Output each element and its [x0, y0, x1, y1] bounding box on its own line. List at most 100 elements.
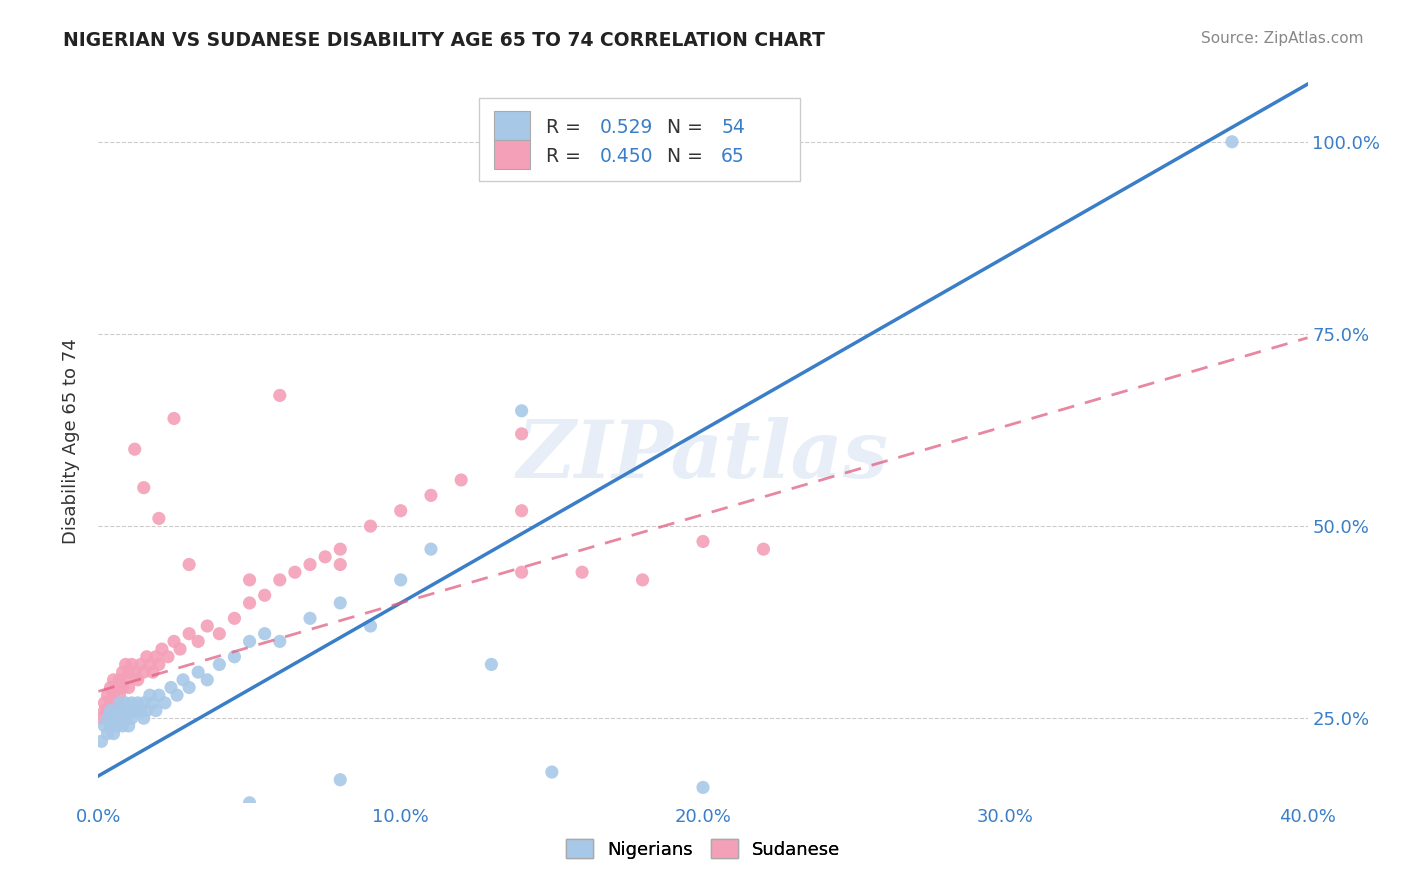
Point — [93, 719, 115, 733]
Text: ZIPatlas: ZIPatlas — [517, 417, 889, 495]
Point — [103, 673, 125, 687]
Point — [163, 411, 186, 425]
Point — [108, 673, 131, 687]
Point — [111, 719, 134, 733]
Point — [114, 711, 136, 725]
Text: 65: 65 — [721, 146, 745, 166]
Point — [129, 657, 152, 672]
Point — [93, 704, 115, 718]
Point — [148, 511, 170, 525]
Point — [239, 634, 262, 648]
Point — [142, 665, 165, 680]
Text: N =: N = — [666, 118, 709, 136]
Point — [135, 649, 157, 664]
Point — [631, 573, 654, 587]
Point — [420, 542, 443, 557]
Point — [510, 565, 533, 579]
Point — [510, 426, 533, 441]
Text: R =: R = — [546, 118, 586, 136]
Point — [96, 688, 118, 702]
Point — [114, 657, 136, 672]
Point — [481, 657, 503, 672]
Point — [540, 765, 562, 780]
Point — [179, 558, 201, 572]
Text: R =: R = — [546, 146, 586, 166]
Point — [329, 596, 352, 610]
Point — [105, 704, 128, 718]
Point — [239, 573, 262, 587]
Point — [269, 388, 291, 402]
Point — [105, 719, 128, 733]
Point — [661, 804, 683, 818]
Point — [135, 704, 157, 718]
Point — [145, 704, 167, 718]
Point — [187, 634, 209, 648]
Point — [224, 611, 246, 625]
Point — [148, 657, 170, 672]
Point — [360, 519, 382, 533]
Point — [96, 704, 118, 718]
Point — [389, 504, 412, 518]
Text: 54: 54 — [721, 118, 745, 136]
Point — [118, 704, 141, 718]
Point — [132, 711, 155, 725]
Point — [111, 681, 134, 695]
Point — [692, 534, 714, 549]
Bar — [494, 140, 530, 169]
Point — [93, 696, 115, 710]
Point — [124, 665, 146, 680]
Point — [103, 688, 125, 702]
Point — [118, 665, 141, 680]
Point — [108, 711, 131, 725]
Point — [224, 649, 246, 664]
Point — [269, 573, 291, 587]
Point — [156, 649, 179, 664]
Point — [166, 688, 188, 702]
Point — [108, 696, 131, 710]
Point — [114, 696, 136, 710]
Point — [90, 711, 112, 725]
Text: N =: N = — [666, 146, 709, 166]
Point — [132, 665, 155, 680]
Text: 0.529: 0.529 — [600, 118, 654, 136]
Point — [105, 681, 128, 695]
Point — [510, 404, 533, 418]
Point — [253, 626, 276, 640]
Point — [124, 704, 146, 718]
Point — [100, 681, 122, 695]
Text: 0.450: 0.450 — [600, 146, 654, 166]
Point — [284, 565, 307, 579]
Point — [111, 704, 134, 718]
Point — [121, 657, 143, 672]
Point — [571, 565, 593, 579]
Text: NIGERIAN VS SUDANESE DISABILITY AGE 65 TO 74 CORRELATION CHART: NIGERIAN VS SUDANESE DISABILITY AGE 65 T… — [63, 31, 825, 50]
Point — [142, 696, 165, 710]
Point — [163, 634, 186, 648]
FancyBboxPatch shape — [479, 98, 800, 181]
Y-axis label: Disability Age 65 to 74: Disability Age 65 to 74 — [62, 339, 80, 544]
Point — [329, 542, 352, 557]
Point — [118, 681, 141, 695]
Point — [208, 657, 231, 672]
Point — [96, 711, 118, 725]
Point — [389, 573, 412, 587]
Point — [329, 772, 352, 787]
Point — [752, 542, 775, 557]
Point — [100, 696, 122, 710]
Point — [103, 726, 125, 740]
Point — [121, 711, 143, 725]
Point — [239, 596, 262, 610]
Point — [127, 696, 149, 710]
Point — [127, 673, 149, 687]
Point — [360, 619, 382, 633]
Point — [450, 473, 472, 487]
Point — [139, 657, 162, 672]
Point — [169, 642, 191, 657]
Point — [132, 481, 155, 495]
Point — [108, 688, 131, 702]
Point — [269, 634, 291, 648]
Point — [132, 696, 155, 710]
Point — [96, 726, 118, 740]
Point — [314, 549, 336, 564]
Point — [145, 649, 167, 664]
